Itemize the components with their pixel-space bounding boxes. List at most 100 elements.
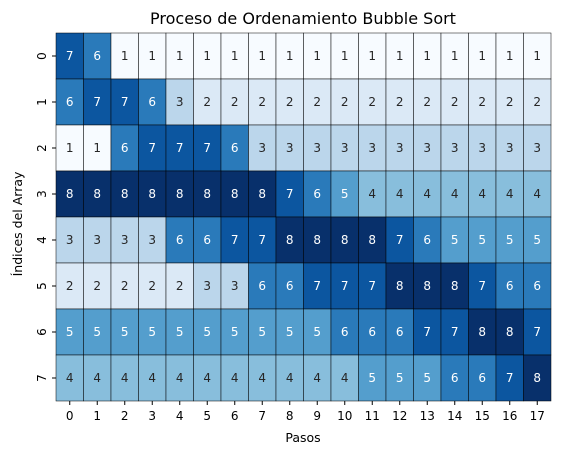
heatmap-cell	[138, 216, 167, 264]
heatmap-cell	[330, 124, 359, 172]
heatmap-cell	[275, 124, 304, 172]
heatmap-cell	[110, 216, 139, 264]
cell-value-label: 1	[506, 49, 514, 63]
cell-value-label: 3	[396, 141, 404, 155]
cell-value-label: 8	[478, 325, 486, 339]
heatmap-cell	[358, 32, 387, 80]
cell-value-label: 5	[286, 325, 294, 339]
cell-value-label: 6	[148, 95, 156, 109]
cell-value-label: 5	[478, 233, 486, 247]
cell-value-label: 8	[121, 187, 129, 201]
cell-value-label: 8	[258, 187, 266, 201]
cell-value-label: 4	[506, 187, 514, 201]
cell-value-label: 1	[451, 49, 459, 63]
cell-value-label: 1	[286, 49, 294, 63]
cell-value-label: 1	[93, 141, 101, 155]
heatmap-cell	[303, 308, 332, 356]
cell-value-label: 4	[203, 371, 211, 385]
heatmap-cell	[55, 216, 84, 264]
y-tick-label: 1	[35, 98, 49, 106]
heatmap-cell	[275, 262, 304, 310]
heatmap-cell	[468, 32, 497, 80]
cell-value-label: 6	[506, 279, 514, 293]
heatmap-cell	[523, 78, 552, 126]
cell-value-label: 3	[203, 279, 211, 293]
x-tick-label: 6	[231, 409, 239, 423]
x-tick-label: 1	[93, 409, 101, 423]
y-tick-label: 7	[35, 374, 49, 382]
cell-value-label: 4	[423, 187, 431, 201]
cell-value-label: 1	[121, 49, 129, 63]
cell-value-label: 7	[423, 325, 431, 339]
y-axis-ticks: 0 1 2 3 4 5 6 7	[35, 52, 56, 382]
cell-value-label: 3	[368, 141, 376, 155]
heatmap-cell	[330, 78, 359, 126]
y-axis-label: Índices del Array	[10, 171, 25, 276]
heatmap-cell	[413, 262, 442, 310]
heatmap-cell	[413, 32, 442, 80]
x-tick-label: 10	[337, 409, 352, 423]
heatmap-cell	[495, 216, 524, 264]
cell-value-label: 8	[203, 187, 211, 201]
cell-value-label: 2	[93, 279, 101, 293]
cell-value-label: 5	[148, 325, 156, 339]
cell-value-label: 5	[176, 325, 184, 339]
heatmap-cell	[385, 262, 414, 310]
heatmap-cell	[303, 262, 332, 310]
heatmap-cell	[138, 78, 167, 126]
heatmap-cell	[303, 216, 332, 264]
heatmap-cell	[523, 262, 552, 310]
heatmap-cell	[193, 32, 222, 80]
y-tick-label: 5	[35, 282, 49, 290]
cell-value-label: 6	[368, 325, 376, 339]
cell-value-label: 6	[121, 141, 129, 155]
cell-value-label: 3	[533, 141, 541, 155]
heatmap-cell	[220, 170, 249, 218]
cell-value-label: 5	[451, 233, 459, 247]
heatmap-cell	[165, 170, 194, 218]
heatmap-cell	[83, 170, 112, 218]
heatmap-cell	[110, 354, 139, 402]
heatmap-cell	[275, 354, 304, 402]
cell-value-label: 4	[396, 187, 404, 201]
cell-value-label: 5	[203, 325, 211, 339]
x-tick-label: 2	[121, 409, 129, 423]
heatmap-cell	[440, 170, 469, 218]
cell-value-label: 1	[258, 49, 266, 63]
heatmap-cell	[138, 354, 167, 402]
cell-value-label: 2	[396, 95, 404, 109]
cell-value-label: 8	[396, 279, 404, 293]
heatmap-cell	[83, 308, 112, 356]
cell-value-label: 5	[121, 325, 129, 339]
heatmap-cell	[165, 78, 194, 126]
cell-value-label: 8	[148, 187, 156, 201]
heatmap-cell	[358, 216, 387, 264]
cell-value-label: 6	[203, 233, 211, 247]
cell-value-label: 4	[478, 187, 486, 201]
x-tick-label: 13	[420, 409, 435, 423]
cell-value-label: 8	[423, 279, 431, 293]
x-tick-label: 9	[313, 409, 321, 423]
x-tick-label: 12	[392, 409, 407, 423]
x-tick-label: 11	[365, 409, 380, 423]
heatmap-cell	[165, 262, 194, 310]
cell-value-label: 8	[313, 233, 321, 247]
heatmap-cell	[413, 170, 442, 218]
heatmap-cell	[220, 78, 249, 126]
heatmap-cell	[220, 262, 249, 310]
heatmap-cell	[385, 124, 414, 172]
cell-value-label: 4	[341, 371, 349, 385]
heatmap-cell	[413, 308, 442, 356]
heatmap-cell	[440, 308, 469, 356]
cell-value-label: 2	[176, 279, 184, 293]
heatmap-cell	[495, 32, 524, 80]
x-tick-label: 0	[66, 409, 74, 423]
cell-value-label: 6	[231, 141, 239, 155]
cell-value-label: 1	[176, 49, 184, 63]
heatmap-cell	[523, 354, 552, 402]
heatmap-cell	[220, 216, 249, 264]
heatmap-cell	[193, 124, 222, 172]
cell-value-label: 4	[121, 371, 129, 385]
heatmap-cell	[138, 262, 167, 310]
